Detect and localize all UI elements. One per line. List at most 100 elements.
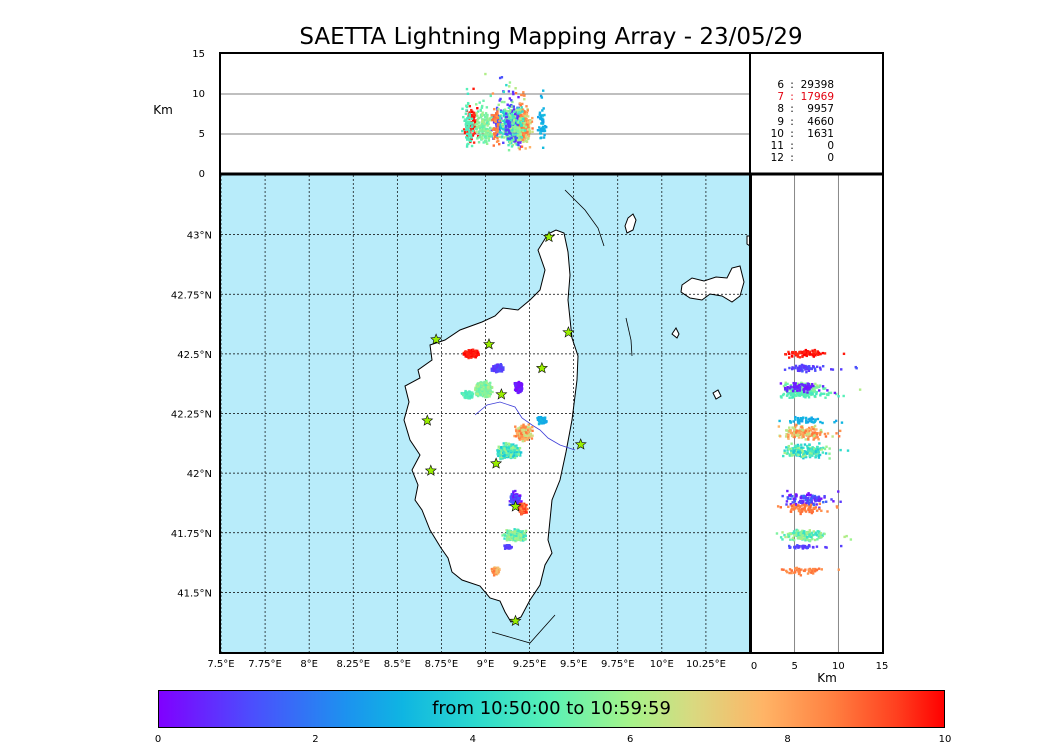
lightning-source-altitude-lat xyxy=(812,451,815,455)
lightning-source-map xyxy=(494,571,498,574)
lightning-source-altitude-lon xyxy=(475,130,478,133)
lightning-source-altitude-lat xyxy=(806,388,809,392)
lightning-source-altitude-lat xyxy=(800,530,803,534)
lightning-source-altitude-lon xyxy=(505,128,509,131)
lightning-source-altitude-lat xyxy=(807,396,811,399)
lightning-source-altitude-lat xyxy=(789,451,793,455)
lightning-source-map xyxy=(496,572,500,575)
lightning-source-altitude-lon xyxy=(507,143,510,147)
lightning-source-map xyxy=(522,423,525,427)
lightning-source-altitude-lat xyxy=(805,387,809,390)
lightning-source-altitude-lat xyxy=(794,493,798,496)
lightning-source-altitude-lat xyxy=(807,418,811,421)
lightning-source-altitude-lat xyxy=(809,429,812,432)
lightning-source-altitude-lon xyxy=(470,117,474,121)
lightning-source-altitude-lat xyxy=(823,494,826,498)
lightning-source-map xyxy=(491,390,494,394)
lightning-source-altitude-lat xyxy=(793,431,796,434)
lightning-source-altitude-lat xyxy=(790,442,793,445)
lightning-source-altitude-lat xyxy=(801,450,805,453)
lightning-source-map xyxy=(470,348,473,352)
lightning-source-altitude-lon xyxy=(522,113,525,116)
lightning-source-altitude-lat xyxy=(825,445,828,448)
lightning-source-altitude-lat xyxy=(833,391,837,395)
lightning-source-altitude-lon xyxy=(542,107,545,110)
lightning-source-altitude-lon xyxy=(463,119,466,123)
lightning-source-altitude-lon xyxy=(472,116,476,119)
lightning-source-map xyxy=(497,568,501,571)
lightning-source-altitude-lat xyxy=(791,389,795,392)
lightning-source-map xyxy=(519,505,523,509)
lightning-source-altitude-lat xyxy=(797,384,801,388)
lightning-source-map xyxy=(493,369,496,373)
lightning-source-altitude-lat xyxy=(823,352,827,355)
lightning-source-altitude-lon xyxy=(484,115,487,119)
lightning-source-altitude-lat xyxy=(814,435,817,439)
lightning-source-altitude-lat xyxy=(779,382,783,385)
lightning-source-altitude-lon xyxy=(466,117,469,120)
lightning-source-altitude-lat xyxy=(796,369,800,372)
lightning-source-map xyxy=(517,427,520,430)
lightning-source-altitude-lat xyxy=(789,532,792,536)
lightning-source-altitude-lat xyxy=(782,568,785,571)
lightning-source-altitude-lat xyxy=(784,381,787,384)
lightning-source-map xyxy=(504,445,507,448)
lightning-source-altitude-lat xyxy=(808,539,812,543)
lightning-source-altitude-lat xyxy=(803,353,807,356)
lightning-source-altitude-lat xyxy=(811,496,815,500)
lightning-source-altitude-lon xyxy=(485,140,488,144)
lightning-source-altitude-lat xyxy=(807,449,810,452)
lightning-source-altitude-lon xyxy=(471,124,474,127)
lightning-source-map xyxy=(522,535,525,539)
lightning-source-altitude-lon xyxy=(540,122,544,125)
lightning-source-altitude-lat xyxy=(797,533,800,537)
lightning-source-altitude-lon xyxy=(491,128,495,131)
lightning-source-altitude-lon xyxy=(508,110,512,113)
lightning-source-altitude-lat xyxy=(796,386,800,390)
lightning-source-altitude-lon xyxy=(506,103,509,106)
lightning-source-altitude-lat xyxy=(789,384,793,387)
lightning-source-altitude-lat xyxy=(795,533,798,536)
lightning-source-altitude-lat xyxy=(803,530,806,533)
lightning-source-altitude-lat xyxy=(791,501,794,504)
lightning-source-altitude-lon xyxy=(464,112,468,115)
lightning-source-altitude-lat xyxy=(793,545,796,549)
lightning-source-altitude-lon xyxy=(522,124,526,127)
lightning-source-altitude-lon xyxy=(471,110,474,113)
lightning-source-altitude-lat xyxy=(798,571,801,574)
lightning-source-altitude-lat xyxy=(809,386,813,389)
corsica-island xyxy=(403,229,579,623)
lightning-source-altitude-lon xyxy=(507,122,510,126)
lightning-source-map xyxy=(502,366,505,369)
lightning-source-altitude-lon xyxy=(508,121,512,124)
lightning-source-altitude-lon xyxy=(539,115,543,118)
lightning-source-altitude-lon xyxy=(520,93,523,97)
lightning-source-altitude-lat xyxy=(789,421,792,424)
lightning-source-altitude-lon xyxy=(490,134,493,138)
lightning-source-map xyxy=(507,453,511,457)
lightning-source-altitude-lon xyxy=(469,139,472,143)
lightning-source-map xyxy=(513,497,516,501)
lightning-source-altitude-lon xyxy=(513,115,517,118)
lightning-source-altitude-lon xyxy=(502,90,506,94)
lightning-source-altitude-lon xyxy=(467,129,471,132)
lightning-source-altitude-lat xyxy=(798,394,802,397)
lightning-source-map xyxy=(494,572,497,575)
lightning-source-map xyxy=(509,447,513,450)
lightning-source-altitude-lat xyxy=(798,451,802,455)
lightning-source-map xyxy=(516,531,519,535)
lightning-source-map xyxy=(539,420,542,423)
lightning-source-altitude-lat xyxy=(810,353,813,356)
lightning-source-altitude-lon xyxy=(516,114,519,117)
lightning-source-altitude-lon xyxy=(527,134,531,137)
lightning-source-altitude-lat xyxy=(816,431,820,435)
lightning-source-map xyxy=(520,500,523,503)
lightning-source-map xyxy=(531,434,534,437)
lightning-source-altitude-lat xyxy=(793,435,796,439)
lightning-source-altitude-lon xyxy=(524,125,528,129)
lightning-source-altitude-lon xyxy=(543,133,546,137)
lightning-source-altitude-lat xyxy=(810,569,814,572)
lightning-source-altitude-lon xyxy=(475,122,479,125)
lightning-source-map xyxy=(481,391,484,395)
lightning-source-altitude-lat xyxy=(812,384,815,388)
